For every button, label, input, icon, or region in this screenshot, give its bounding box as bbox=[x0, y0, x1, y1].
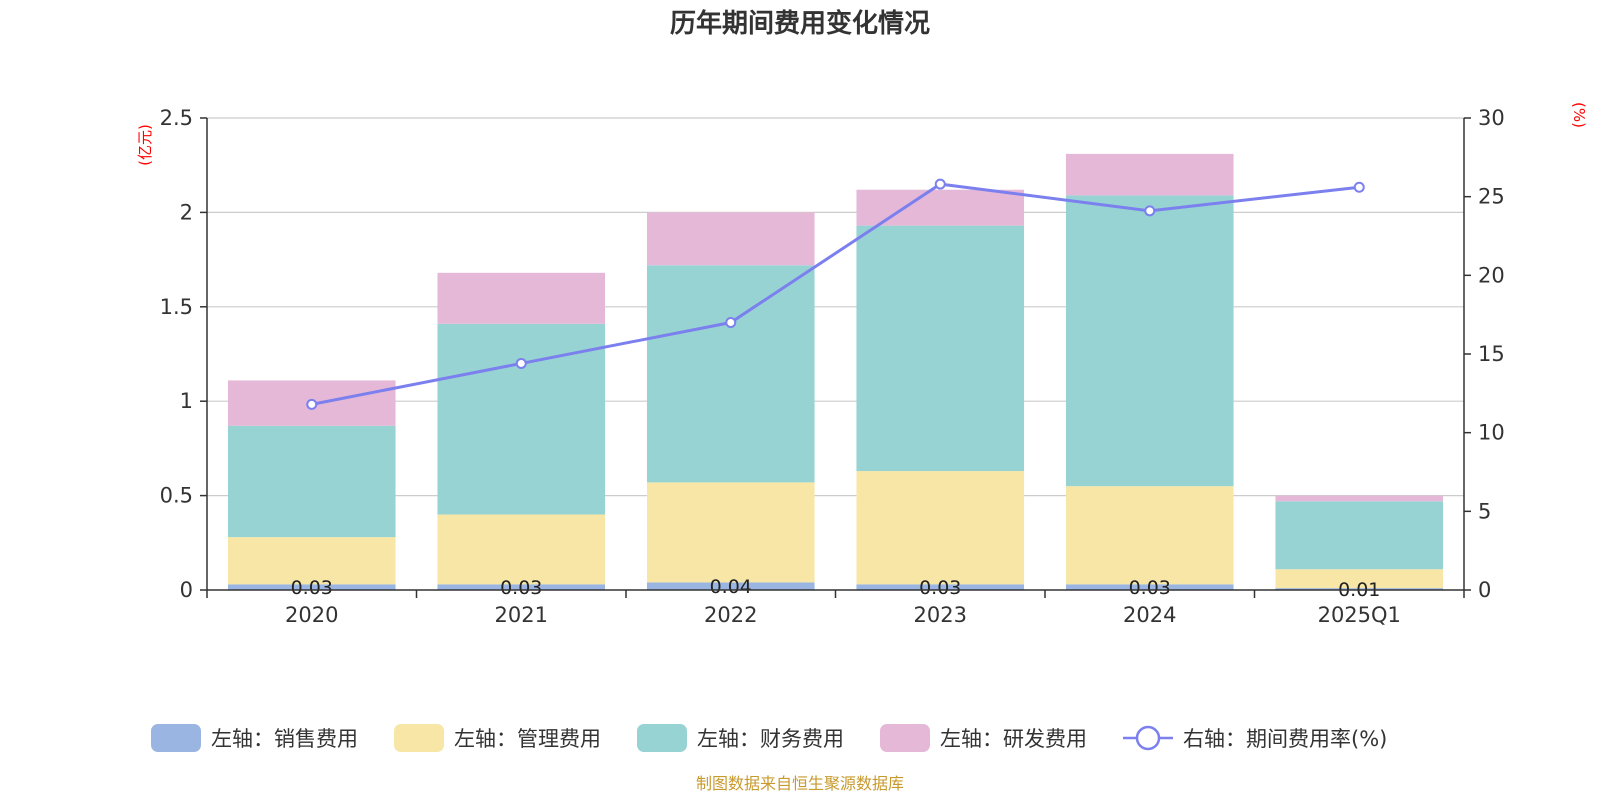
right-axis-unit: (%) bbox=[1570, 102, 1588, 128]
legend-marker-swatch bbox=[1135, 725, 1161, 751]
bar-1-2023 bbox=[856, 471, 1025, 585]
left-tick-label: 2 bbox=[180, 200, 193, 224]
legend-swatch-0 bbox=[151, 724, 201, 752]
x-tick-label: 2022 bbox=[704, 603, 757, 627]
left-tick-label: 1.5 bbox=[160, 295, 193, 319]
expense-rate-point-2021 bbox=[515, 357, 527, 369]
axes: 0 0.5 1 1.5 2 2.5 0 5 10 15 20 25 30 2020 2021 2022 2023… bbox=[160, 106, 1505, 627]
expense-rate-point-2022 bbox=[725, 317, 737, 329]
left-tick-label: 1 bbox=[180, 389, 193, 413]
data-label-2020: 0.03 bbox=[291, 577, 333, 599]
left-tick-label: 0.5 bbox=[160, 484, 193, 508]
left-tick-label: 0 bbox=[180, 578, 193, 602]
legend-swatch-1 bbox=[394, 724, 444, 752]
right-tick-label: 0 bbox=[1478, 578, 1491, 602]
data-label-2022: 0.04 bbox=[710, 576, 752, 598]
legend-swatch-2 bbox=[637, 724, 687, 752]
right-tick-label: 25 bbox=[1478, 185, 1505, 209]
bar-1-2021 bbox=[437, 514, 606, 585]
expense-rate-point-2023 bbox=[934, 178, 946, 190]
source-note: 制图数据来自恒生聚源数据库 bbox=[696, 774, 904, 793]
bar-0-2021 bbox=[437, 584, 606, 590]
data-label-2021: 0.03 bbox=[500, 577, 542, 599]
bar-0-2024 bbox=[1065, 584, 1234, 590]
x-tick-label: 2021 bbox=[495, 603, 548, 627]
chart-title: 历年期间费用变化情况 bbox=[670, 8, 930, 39]
left-tick-label: 2.5 bbox=[160, 106, 193, 130]
right-tick-label: 10 bbox=[1478, 421, 1505, 445]
right-tick-label: 5 bbox=[1478, 499, 1491, 523]
legend-label-2: 左轴：财务费用 bbox=[697, 727, 844, 751]
bar-series bbox=[227, 153, 1444, 590]
line-series bbox=[306, 178, 1365, 410]
bar-2-2022 bbox=[646, 265, 815, 483]
legend-label-4: 右轴：期间费用率(%) bbox=[1183, 727, 1387, 751]
bar-3-2022 bbox=[646, 212, 815, 266]
right-tick-label: 30 bbox=[1478, 106, 1505, 130]
expense-rate-line bbox=[311, 182, 1360, 406]
grid-lines bbox=[207, 117, 1464, 497]
x-tick-label: 2023 bbox=[914, 603, 967, 627]
bar-3-2025Q1 bbox=[1275, 495, 1444, 502]
expense-rate-point-2024 bbox=[1144, 205, 1156, 217]
legend-label-0: 左轴：销售费用 bbox=[211, 727, 358, 751]
bar-2-2025Q1 bbox=[1275, 501, 1444, 570]
data-label-2023: 0.03 bbox=[919, 577, 961, 599]
bar-2-2024 bbox=[1065, 195, 1234, 487]
bar-0-2020 bbox=[227, 584, 396, 590]
bar-3-2021 bbox=[437, 272, 606, 324]
legend-label-3: 左轴：研发费用 bbox=[940, 727, 1087, 751]
x-tick-label: 2025Q1 bbox=[1318, 603, 1401, 627]
right-tick-label: 15 bbox=[1478, 342, 1505, 366]
legend-label-1: 左轴：管理费用 bbox=[454, 727, 601, 751]
bar-1-2020 bbox=[227, 537, 396, 585]
legend-swatch-3 bbox=[880, 724, 930, 752]
x-tick-label: 2020 bbox=[285, 603, 338, 627]
bar-3-2023 bbox=[856, 189, 1025, 226]
right-tick-label: 20 bbox=[1478, 263, 1505, 287]
bar-1-2024 bbox=[1065, 486, 1234, 585]
expense-rate-point-2020 bbox=[306, 398, 318, 410]
bar-2-2023 bbox=[856, 225, 1025, 472]
bar-2-2020 bbox=[227, 425, 396, 538]
expense-rate-point-2025Q1 bbox=[1353, 181, 1365, 193]
bar-0-2025Q1 bbox=[1275, 588, 1444, 590]
bar-3-2024 bbox=[1065, 153, 1234, 196]
bar-0-2022 bbox=[646, 582, 815, 590]
bar-2-2021 bbox=[437, 323, 606, 515]
data-label-2024: 0.03 bbox=[1129, 577, 1171, 599]
bar-1-2025Q1 bbox=[1275, 569, 1444, 589]
legend: 左轴：销售费用 左轴：管理费用 左轴：财务费用 左轴：研发费用 右轴：期间费用率(%) bbox=[151, 724, 1387, 752]
bar-0-2023 bbox=[856, 584, 1025, 590]
x-tick-label: 2024 bbox=[1123, 603, 1176, 627]
bar-1-2022 bbox=[646, 482, 815, 583]
left-axis-unit: (亿元) bbox=[136, 124, 154, 166]
